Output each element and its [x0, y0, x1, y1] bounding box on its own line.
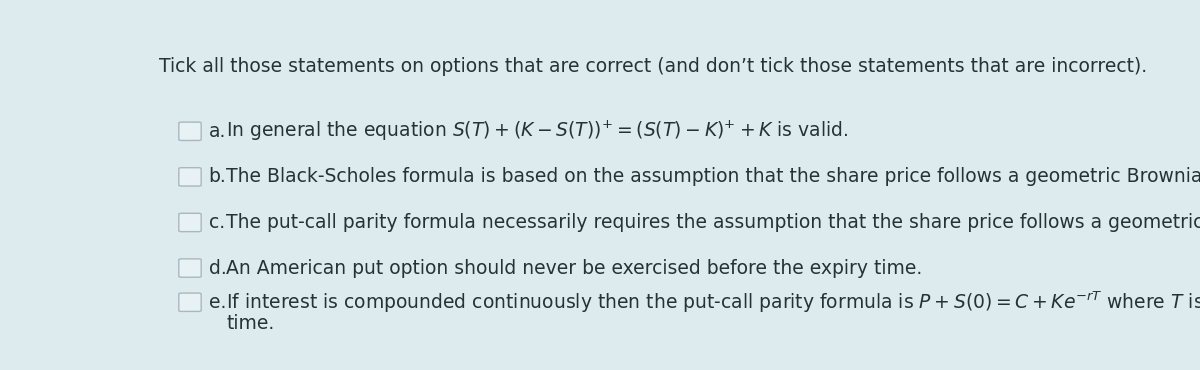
- FancyBboxPatch shape: [179, 213, 202, 232]
- Text: a.: a.: [209, 122, 226, 141]
- Text: e.: e.: [209, 293, 226, 312]
- Text: c.: c.: [209, 213, 224, 232]
- FancyBboxPatch shape: [179, 122, 202, 141]
- Text: Tick all those statements on options that are correct (and don’t tick those stat: Tick all those statements on options tha…: [160, 57, 1147, 76]
- FancyBboxPatch shape: [179, 259, 202, 277]
- Text: In general the equation $S(T) + (K - S(T))^{+} = (S(T) - K)^{+} + K$ is valid.: In general the equation $S(T) + (K - S(T…: [227, 119, 848, 143]
- Text: b.: b.: [209, 167, 227, 186]
- Text: An American put option should never be exercised before the expiry time.: An American put option should never be e…: [227, 259, 923, 278]
- Text: d.: d.: [209, 259, 227, 278]
- Text: The Black-Scholes formula is based on the assumption that the share price follow: The Black-Scholes formula is based on th…: [227, 167, 1200, 186]
- FancyBboxPatch shape: [179, 293, 202, 312]
- Text: If interest is compounded continuously then the put-call parity formula is $P + : If interest is compounded continuously t…: [227, 289, 1200, 315]
- Text: The put-call parity formula necessarily requires the assumption that the share p: The put-call parity formula necessarily …: [227, 213, 1200, 232]
- Text: time.: time.: [227, 314, 275, 333]
- FancyBboxPatch shape: [179, 168, 202, 186]
